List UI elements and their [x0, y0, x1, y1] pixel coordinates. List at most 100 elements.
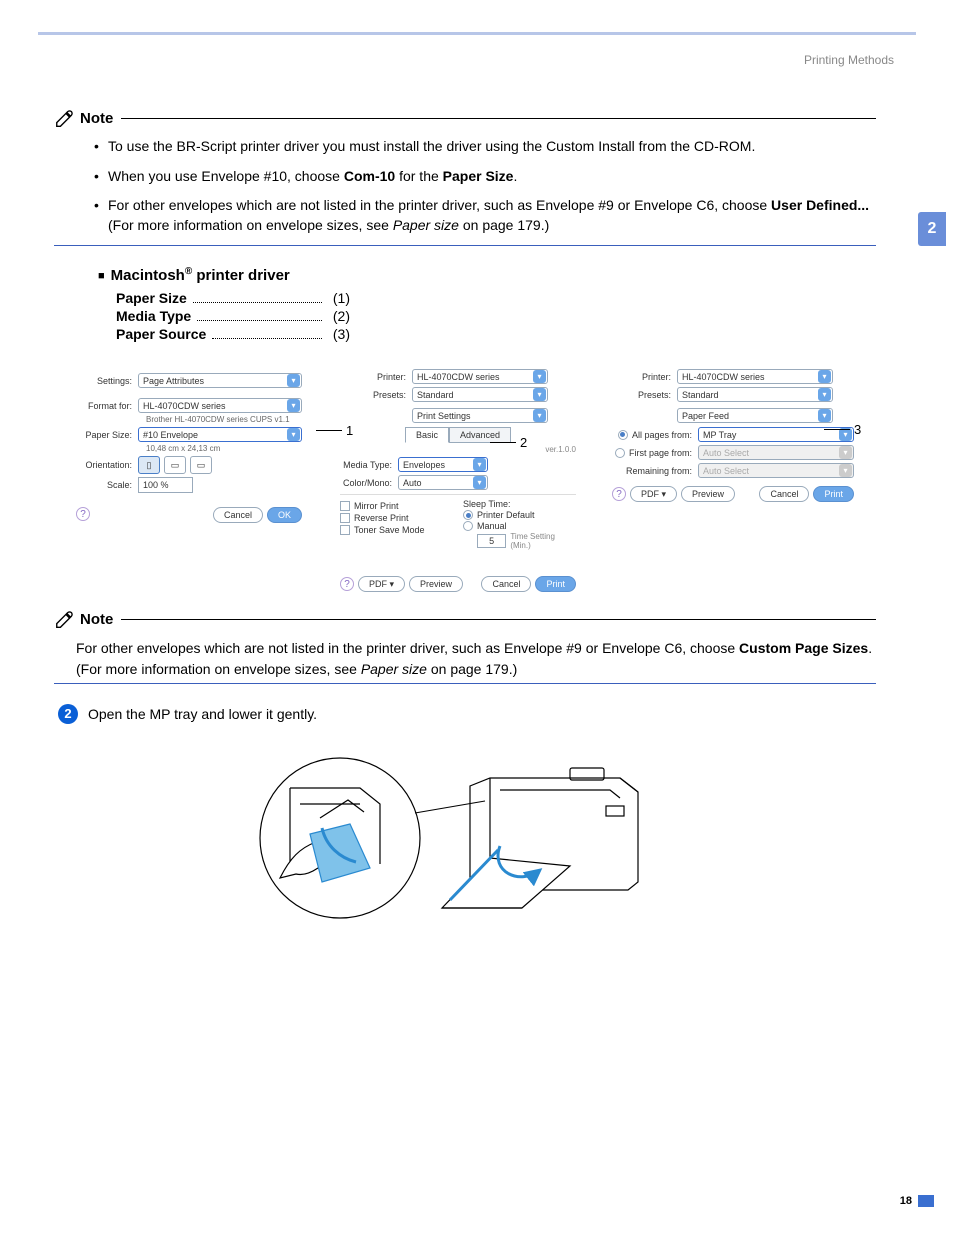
callout-3: 3	[824, 422, 861, 437]
mirror-print-checkbox[interactable]: Mirror Print	[340, 501, 453, 511]
section-dropdown[interactable]: Print Settings▾	[412, 408, 548, 423]
callout-2: 2	[490, 435, 527, 450]
checkbox-label: Toner Save Mode	[354, 525, 425, 535]
help-button[interactable]: ?	[76, 507, 90, 521]
dropdown-arrow-icon: ▾	[533, 388, 546, 401]
field-label: Paper Size:	[76, 430, 138, 440]
content-area: Note To use the BR-Script printer driver…	[38, 107, 916, 938]
page-number-bar	[918, 1195, 934, 1207]
field-label: Color/Mono:	[340, 478, 398, 488]
note-title: Note	[80, 110, 113, 127]
param-num: (2)	[326, 308, 350, 324]
cancel-button[interactable]: Cancel	[481, 576, 531, 592]
macintosh-section: ■Macintosh® printer driver Paper Size(1)…	[54, 266, 876, 342]
paper-size-dropdown[interactable]: #10 Envelope ▾	[138, 427, 302, 442]
field-label: Scale:	[76, 480, 138, 490]
note-item: When you use Envelope #10, choose Com-10…	[94, 167, 876, 187]
print-button[interactable]: Print	[813, 486, 854, 502]
preview-button[interactable]: Preview	[409, 576, 463, 592]
top-border	[38, 32, 916, 35]
radio-manual[interactable]: Manual	[463, 521, 576, 531]
dropdown-arrow-icon: ▾	[473, 458, 486, 471]
cancel-button[interactable]: Cancel	[759, 486, 809, 502]
format-subtext: Brother HL-4070CDW series CUPS v1.1	[76, 415, 302, 424]
cancel-button[interactable]: Cancel	[213, 507, 263, 523]
toner-save-checkbox[interactable]: Toner Save Mode	[340, 525, 453, 535]
printer-dropdown[interactable]: HL-4070CDW series ▾	[412, 369, 548, 384]
paper-size-subtext: 10,48 cm x 24,13 cm	[76, 444, 302, 453]
callout-number: 1	[346, 423, 353, 438]
help-button[interactable]: ?	[612, 487, 626, 501]
note-text-bold: Custom Page Sizes	[739, 640, 868, 656]
dropdown-arrow-icon: ▾	[533, 409, 546, 422]
reverse-print-checkbox[interactable]: Reverse Print	[340, 513, 453, 523]
macintosh-heading: ■Macintosh® printer driver	[98, 266, 876, 284]
printer-dropdown[interactable]: HL-4070CDW series▾	[677, 369, 833, 384]
tab-basic[interactable]: Basic	[405, 427, 449, 443]
note-list: To use the BR-Script printer driver you …	[54, 137, 876, 235]
sleep-time-input[interactable]: 5	[477, 534, 506, 548]
field-label: Orientation:	[76, 460, 138, 470]
orientation-portrait[interactable]: ▯	[138, 456, 160, 474]
parameter-table: Paper Size(1) Media Type(2) Paper Source…	[98, 290, 876, 342]
media-type-dropdown[interactable]: Envelopes▾	[398, 457, 488, 472]
callout-number: 2	[520, 435, 527, 450]
note-icon	[54, 107, 76, 129]
orientation-group: ▯ ▭ ▭	[138, 456, 212, 474]
note-text: To use the BR-Script printer driver you …	[108, 138, 755, 154]
orientation-landscape[interactable]: ▭	[164, 456, 186, 474]
settings-dropdown[interactable]: Page Attributes▾	[138, 373, 302, 388]
param-label: Paper Size	[116, 290, 187, 306]
print-button[interactable]: Print	[535, 576, 576, 592]
help-button[interactable]: ?	[340, 577, 354, 591]
dialog-screenshots: Settings:Page Attributes▾ Format for:HL-…	[54, 360, 876, 590]
presets-dropdown[interactable]: Standard▾	[412, 387, 548, 402]
note-header-1: Note	[54, 107, 876, 129]
radio-label: Manual	[477, 521, 507, 531]
field-label: Remaining from:	[612, 466, 698, 476]
printer-illustration	[54, 738, 876, 938]
note-text: on page 179.)	[459, 217, 549, 233]
orientation-landscape-rev[interactable]: ▭	[190, 456, 212, 474]
dropdown-arrow-icon: ▾	[287, 374, 300, 387]
version-text: ver.1.0.0	[340, 445, 576, 454]
sleep-time-group: Sleep Time: Printer Default Manual 5Time…	[463, 499, 576, 550]
step-number-badge: 2	[58, 704, 78, 724]
callout-number: 3	[854, 422, 861, 437]
note-text-italic: Paper size	[361, 661, 427, 677]
note-text: For other envelopes which are not listed…	[108, 197, 771, 213]
dropdown-arrow-icon: ▾	[287, 428, 300, 441]
pdf-button[interactable]: PDF ▾	[358, 576, 405, 592]
dropdown-value: Auto Select	[703, 466, 749, 476]
preview-button[interactable]: Preview	[681, 486, 735, 502]
color-mono-dropdown[interactable]: Auto▾	[398, 475, 488, 490]
ok-button[interactable]: OK	[267, 507, 302, 523]
field-label: Presets:	[368, 390, 412, 400]
note-text: When you use Envelope #10, choose	[108, 168, 344, 184]
note-text: For other envelopes which are not listed…	[76, 640, 739, 656]
param-row: Paper Size(1)	[116, 290, 350, 306]
radio-printer-default[interactable]: Printer Default	[463, 510, 576, 520]
first-page-dropdown: Auto Select▾	[698, 445, 854, 460]
section-dropdown[interactable]: Paper Feed ▾	[677, 408, 833, 423]
sleep-unit-label: Time Setting (Min.)	[510, 532, 576, 550]
dropdown-arrow-icon: ▾	[818, 409, 831, 422]
dropdown-value: Auto	[403, 478, 422, 488]
dropdown-arrow-icon: ▾	[287, 399, 300, 412]
scale-input[interactable]: 100 %	[138, 477, 193, 493]
presets-dropdown[interactable]: Standard▾	[677, 387, 833, 402]
pdf-button[interactable]: PDF ▾	[630, 486, 677, 502]
dropdown-arrow-icon: ▾	[839, 464, 852, 477]
tab-group: BasicAdvanced	[340, 427, 576, 443]
note-text-bold: Com-10	[344, 168, 395, 184]
dropdown-value: HL-4070CDW series	[417, 372, 500, 382]
radio-label: First page from:	[629, 448, 692, 458]
page-header: Printing Methods	[38, 53, 916, 67]
format-for-dropdown[interactable]: HL-4070CDW series▾	[138, 398, 302, 413]
param-leader	[197, 320, 322, 321]
dropdown-value: Paper Feed	[682, 411, 729, 421]
dropdown-value: Auto Select	[703, 448, 749, 458]
field-label: Settings:	[76, 376, 138, 386]
dropdown-value: #10 Envelope	[143, 430, 198, 440]
dropdown-arrow-icon: ▾	[533, 370, 546, 383]
